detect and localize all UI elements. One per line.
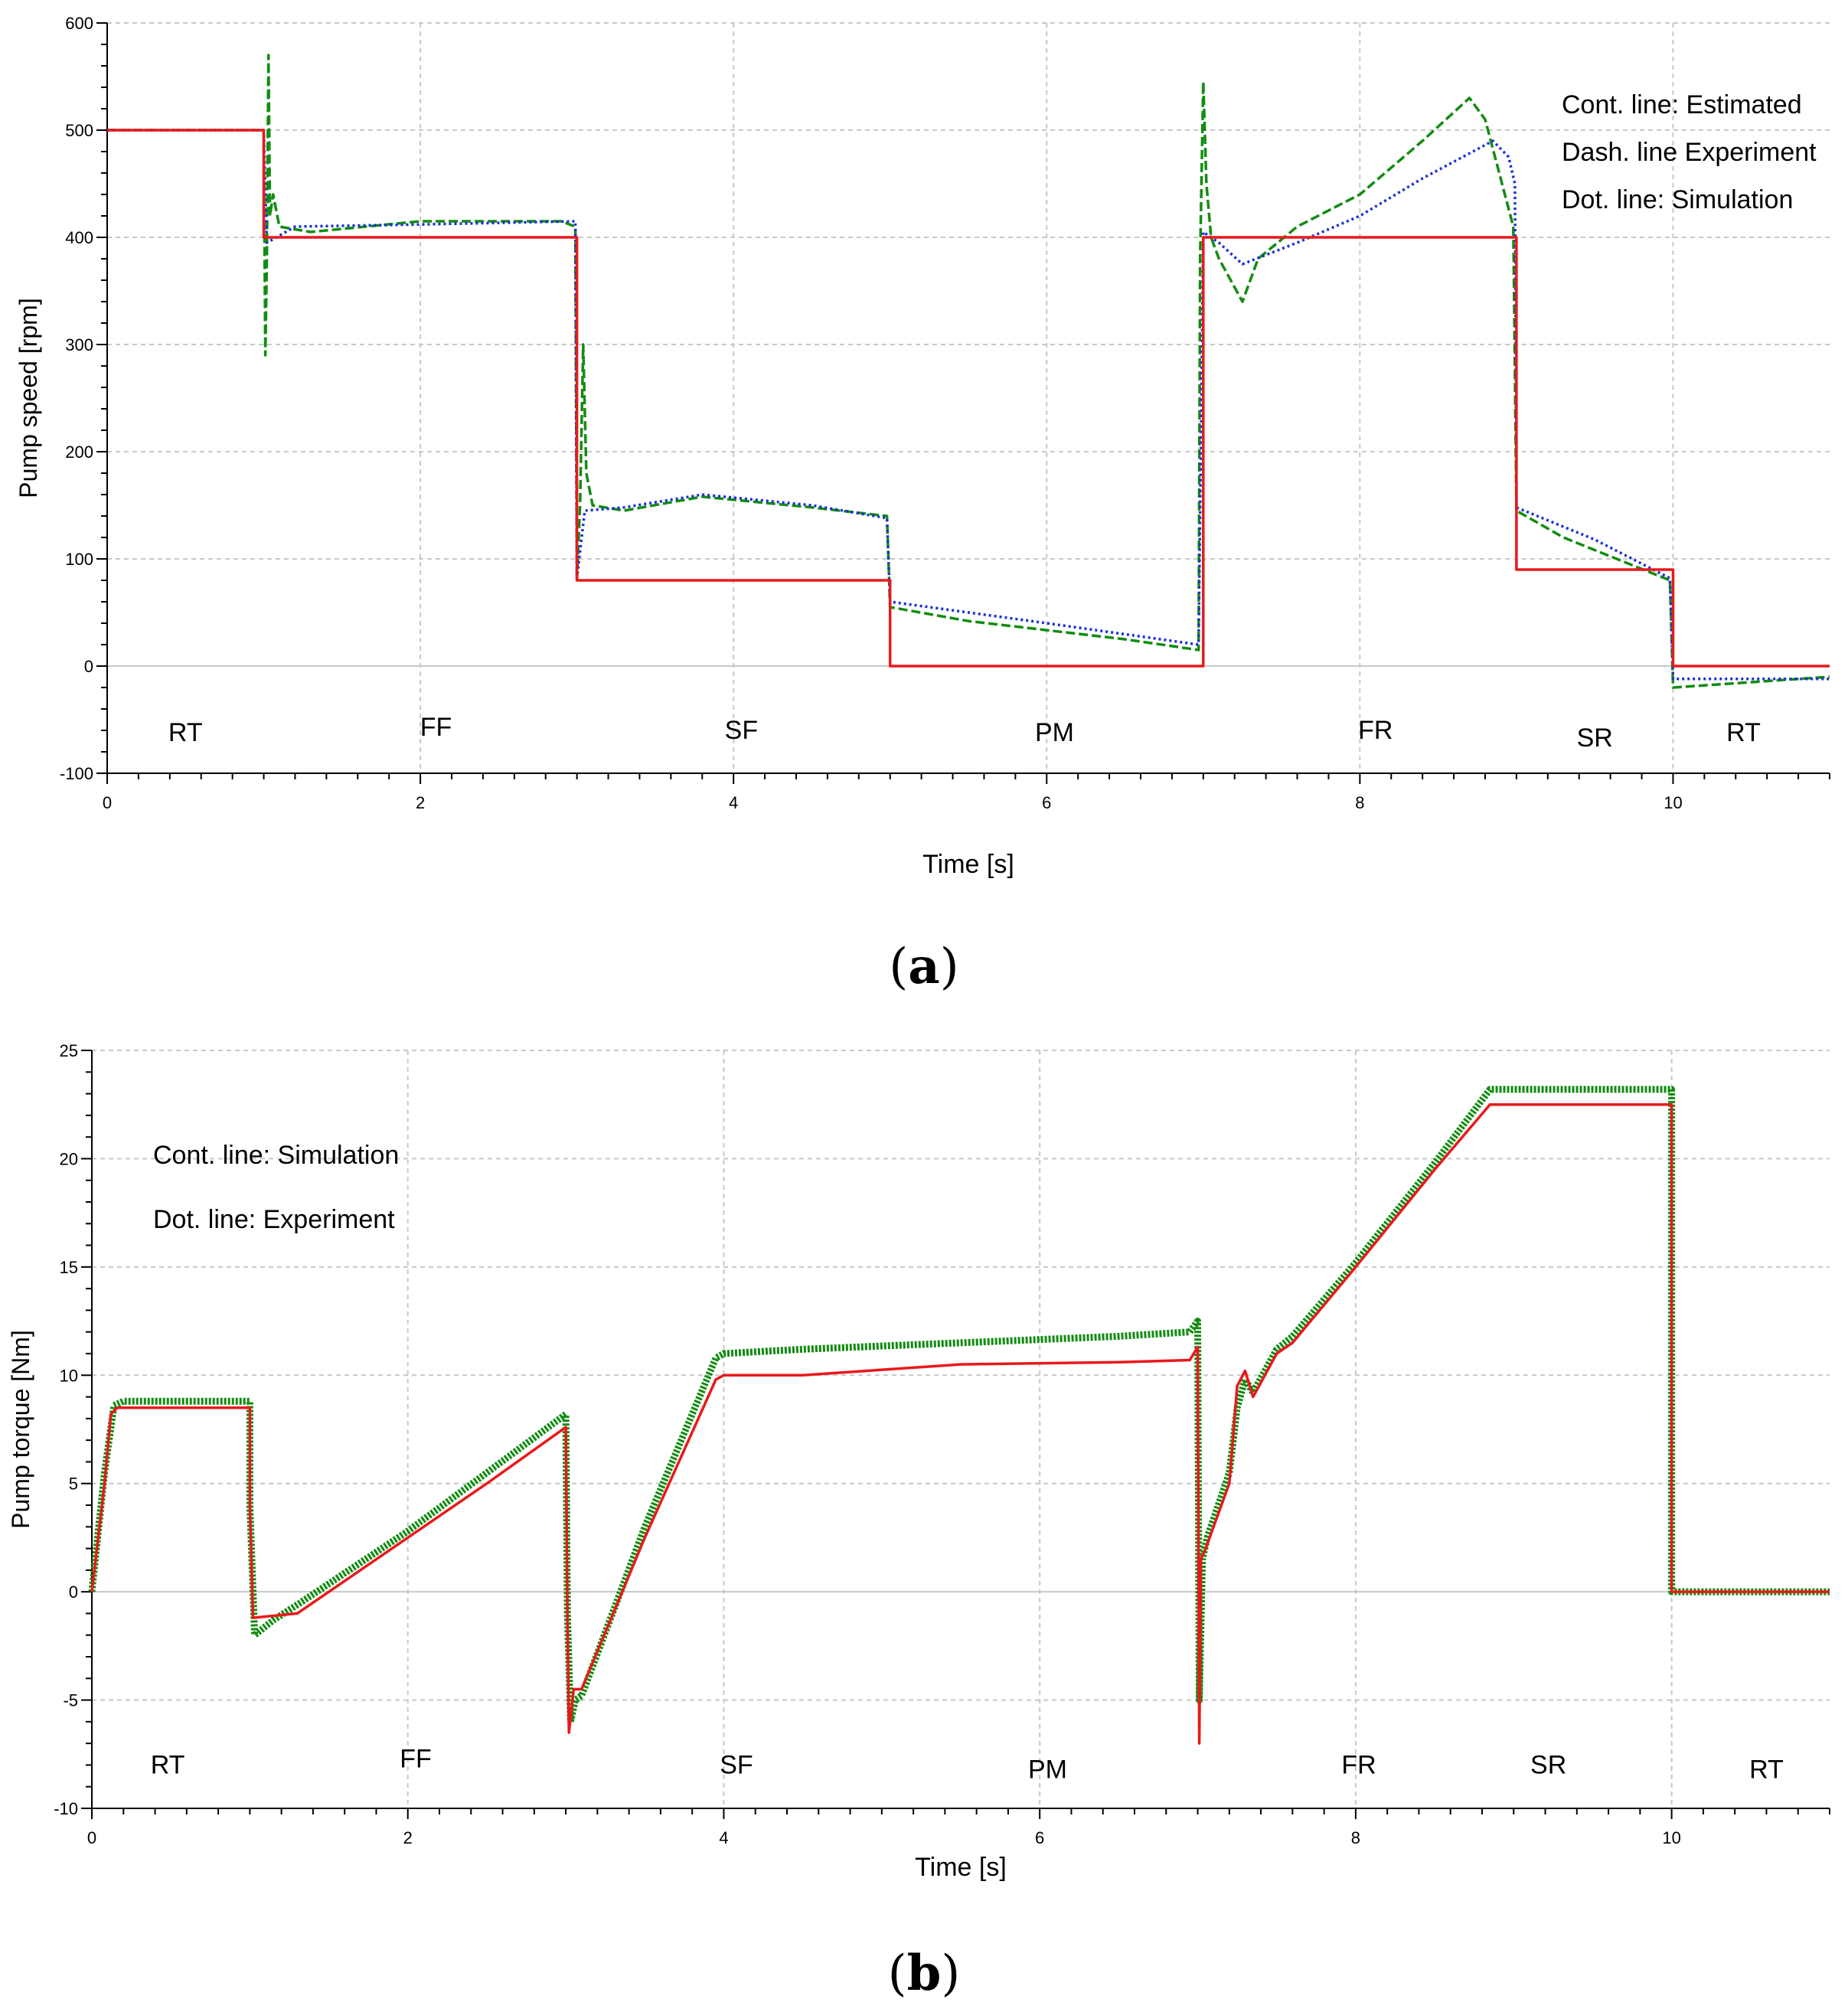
region-label: FF <box>400 1744 432 1773</box>
region-label: RT <box>168 718 203 747</box>
series-line-simulation <box>90 1102 1830 1745</box>
x-tick-label: 2 <box>403 1828 413 1847</box>
y-tick-label: 5 <box>69 1475 78 1494</box>
y-tick-label: -100 <box>60 764 93 783</box>
y-axis-label: Pump torque [Nm] <box>7 1330 34 1529</box>
x-tick-label: 4 <box>729 793 738 812</box>
caption-b: (b) <box>887 1945 961 2002</box>
y-tick-label: 0 <box>84 657 93 676</box>
x-axis-label: Time [s] <box>915 1853 1007 1882</box>
chart-a: 0 2 4 6 8 10 600 500 400 300 200 100 0 -100 Time [s] Pu… <box>0 0 1848 957</box>
region-label: SR <box>1577 723 1613 753</box>
x-axis-label: Time [s] <box>922 850 1014 879</box>
y-tick-label: 15 <box>60 1258 78 1277</box>
legend-entry: Cont. line: Simulation <box>153 1141 399 1170</box>
x-tick-label: 0 <box>87 1828 96 1847</box>
plot-area <box>92 1050 1830 1808</box>
region-label: RT <box>1726 718 1761 747</box>
region-label: RT <box>151 1751 185 1780</box>
y-tick-label: 200 <box>65 443 93 462</box>
y-tick-label: 0 <box>69 1582 78 1602</box>
region-label: PM <box>1035 718 1074 747</box>
caption-a-letter: a <box>908 938 940 995</box>
y-tick-label: 10 <box>60 1366 78 1385</box>
y-axis-label: Pump speed [rpm] <box>15 298 42 498</box>
y-tick-label: 20 <box>60 1149 78 1168</box>
plot-area <box>107 23 1830 773</box>
y-tick-label: 100 <box>65 550 93 569</box>
legend-entry: Dot. line: Experiment <box>153 1205 395 1234</box>
x-tick-label: 6 <box>1035 1828 1044 1847</box>
region-label: SR <box>1530 1751 1566 1780</box>
series-group <box>88 1086 1830 1745</box>
region-label: SF <box>725 716 758 745</box>
x-tick-label: 10 <box>1664 793 1682 812</box>
region-label: PM <box>1028 1755 1067 1784</box>
x-tick-label: 8 <box>1351 1828 1360 1847</box>
caption-a: (a) <box>889 938 959 995</box>
region-label: SF <box>720 1751 753 1780</box>
x-tick-label: 4 <box>719 1828 728 1847</box>
series-line-estimated <box>107 129 1830 668</box>
y-tick-label: 300 <box>65 335 93 354</box>
series-group <box>107 54 1830 689</box>
x-tick-label: 10 <box>1662 1828 1680 1847</box>
series-line-experiment <box>88 1086 1830 1726</box>
legend-entry: Dot. line: Simulation <box>1562 185 1793 214</box>
gridlines <box>92 1050 1830 1808</box>
region-label: FF <box>420 713 452 742</box>
y-tick-label: 500 <box>65 121 93 140</box>
chart-b-svg: 0 2 4 6 8 10 25 20 15 10 5 0 -5 -10 Time [s] Pump torqu… <box>7 1041 1830 1882</box>
region-label: FR <box>1341 1751 1376 1780</box>
y-tick-label: 400 <box>65 228 93 247</box>
x-tick-label: 2 <box>416 793 425 812</box>
legend-entry: Cont. line: Estimated <box>1562 90 1802 119</box>
chart-a-svg: 0 2 4 6 8 10 600 500 400 300 200 100 0 -100 Time [s] Pu… <box>15 14 1830 879</box>
y-tick-label: -5 <box>63 1691 78 1710</box>
x-tick-label: 0 <box>103 793 112 812</box>
x-tick-label: 6 <box>1042 793 1051 812</box>
caption-b-letter: b <box>906 1945 942 2002</box>
legend-entry: Dash. line Experiment <box>1562 138 1817 167</box>
y-tick-label: 25 <box>60 1041 78 1060</box>
x-tick-label: 8 <box>1355 793 1364 812</box>
region-label: RT <box>1749 1755 1784 1784</box>
y-tick-label: -10 <box>54 1799 78 1818</box>
chart-b: 0 2 4 6 8 10 25 20 15 10 5 0 -5 -10 Time [s] Pump torqu… <box>0 1034 1848 1991</box>
y-tick-label: 600 <box>65 14 93 33</box>
region-label: FR <box>1358 716 1393 745</box>
